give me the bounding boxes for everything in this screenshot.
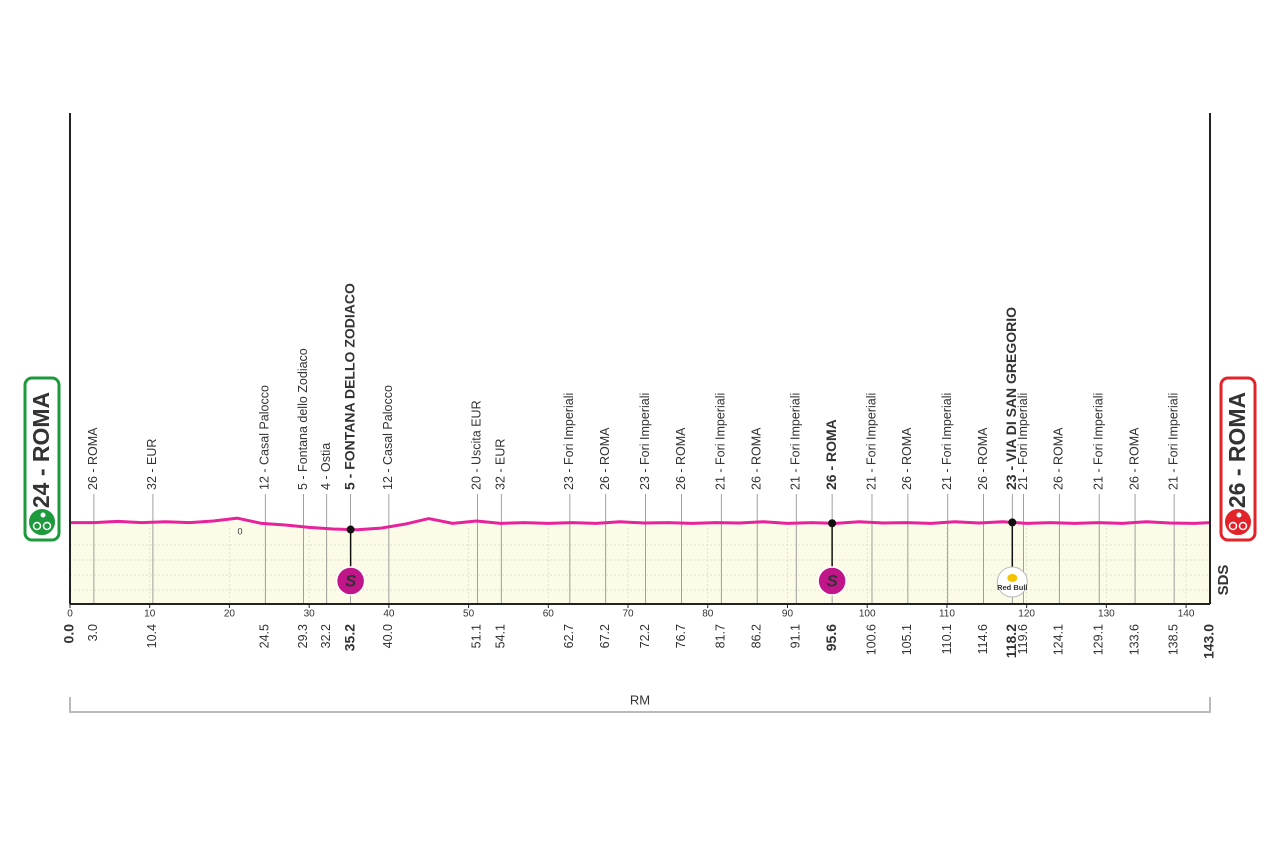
finish-icon-head [1236, 512, 1242, 518]
finish-icon-wheel [1228, 521, 1238, 531]
waypoint-label: 26 - ROMA [674, 427, 688, 490]
start-box [23, 376, 61, 542]
waypoint-km: 133.6 [1127, 624, 1141, 655]
finish-icon [1223, 507, 1253, 537]
waypoint-km: 105.1 [900, 624, 914, 655]
waypoint-km: 3.0 [86, 624, 100, 641]
waypoint-km: 114.6 [976, 624, 990, 654]
region-label: RM [630, 692, 650, 707]
waypoint-label: 32 - EUR [494, 439, 508, 490]
waypoint-label: 26 - ROMA [976, 427, 990, 490]
waypoint-label: 21 - Fori Imperiali [1091, 393, 1105, 490]
start-icon-wheel [32, 521, 42, 531]
sprint-dot [828, 519, 837, 528]
waypoint-km: 124.1 [1052, 624, 1066, 655]
waypoint-km: 119.6 [1016, 624, 1030, 654]
waypoint-km: 143.0 [1201, 624, 1217, 659]
y-tick-label: 0 [237, 527, 242, 537]
waypoint-label: 20 - Uscita EUR [470, 400, 484, 490]
x-tick-label: 130 [1098, 609, 1115, 620]
waypoint-km: 118.2 [1003, 624, 1019, 658]
finish-label: 26 - ROMA [1224, 392, 1250, 508]
waypoint-label: 32 - EUR [145, 439, 159, 490]
waypoint-km: 76.7 [674, 624, 688, 648]
start-label: 24 - ROMA [28, 392, 54, 508]
waypoint-km: 40.0 [381, 624, 395, 648]
x-tick-label: 0 [67, 609, 73, 620]
start-icon-wheel2 [42, 521, 52, 531]
waypoint-km: 0.0 [61, 624, 77, 644]
waypoint-label: 26 - ROMA [86, 427, 100, 490]
waypoint-label: 26 - ROMA [598, 427, 612, 490]
waypoint-label: 21 - Fori Imperiali [864, 393, 878, 490]
waypoint-label: 23 - VIA DI SAN GREGORIO [1003, 307, 1019, 490]
sprint-dot [346, 525, 355, 534]
waypoint-km: 95.6 [823, 624, 839, 651]
bonus-sun [1007, 574, 1018, 582]
waypoint-km: 51.1 [470, 624, 484, 648]
x-tick-label: 50 [463, 609, 475, 620]
x-tick-label: 80 [702, 609, 714, 620]
waypoint-km: 54.1 [494, 624, 508, 648]
waypoint-km: 67.2 [598, 624, 612, 648]
bonus-dot [1008, 518, 1017, 527]
x-tick-label: 10 [144, 609, 156, 620]
waypoint-label: 21 - Fori Imperiali [1016, 393, 1030, 490]
waypoint-label: 12 - Casal Palocco [258, 385, 272, 490]
waypoint-km: 81.7 [714, 624, 728, 648]
waypoint-label: 26 - ROMA [1052, 427, 1066, 490]
waypoint-label: 26 - ROMA [823, 419, 839, 490]
x-tick-label: 20 [224, 609, 236, 620]
waypoint-km: 32.2 [319, 624, 333, 648]
start-icon [27, 507, 57, 537]
x-tick-label: 140 [1178, 609, 1195, 620]
start-icon-head [40, 512, 46, 518]
waypoint-label: 5 - FONTANA DELLO ZODIACO [341, 283, 357, 490]
waypoint-km: 35.2 [341, 624, 357, 651]
waypoint-km: 29.3 [296, 624, 310, 648]
x-tick-label: 110 [939, 609, 955, 620]
waypoint-label: 21 - Fori Imperiali [789, 393, 803, 490]
waypoint-label: 26 - ROMA [749, 427, 763, 490]
profile-line [70, 516, 1211, 532]
waypoint-label: 12 - Casal Palocco [381, 385, 395, 490]
waypoint-km: 10.4 [145, 624, 159, 648]
finish-box [1219, 376, 1257, 542]
sprint-symbol: S [826, 571, 838, 590]
bonus-label: Red Bull [997, 583, 1027, 592]
waypoint-label: 23 - Fori Imperiali [562, 393, 576, 490]
x-tick-label: 120 [1018, 609, 1035, 620]
waypoint-km: 91.1 [789, 624, 803, 648]
x-tick-label: 70 [622, 609, 634, 620]
x-tick-label: 100 [859, 609, 876, 620]
sprint-icon [335, 566, 366, 596]
x-tick-label: 60 [543, 609, 555, 620]
sprint-icon [817, 566, 847, 596]
waypoint-label: 5 - Fontana dello Zodiaco [296, 348, 310, 490]
waypoint-km: 129.1 [1091, 624, 1105, 655]
waypoint-km: 100.6 [864, 624, 878, 655]
waypoint-label: 26 - ROMA [1127, 427, 1141, 490]
waypoint-km: 86.2 [749, 624, 763, 648]
waypoint-label: 26 - ROMA [900, 427, 914, 490]
waypoint-label: 21 - Fori Imperiali [940, 393, 954, 490]
finish-icon-wheel2 [1238, 521, 1248, 531]
waypoint-km: 138.5 [1166, 624, 1180, 655]
waypoint-km: 24.5 [258, 624, 272, 648]
waypoint-km: 72.2 [638, 624, 652, 648]
waypoint-label: 21 - Fori Imperiali [714, 393, 728, 490]
waypoint-label: 4 - Ostia [319, 443, 333, 490]
waypoint-km: 110.1 [940, 624, 954, 654]
logo: SDS [1215, 565, 1232, 596]
sprint-symbol: S [345, 571, 357, 590]
waypoint-km: 62.7 [562, 624, 576, 648]
x-tick-label: 40 [383, 609, 395, 620]
x-tick-label: 90 [782, 609, 794, 620]
region-bracket [69, 697, 1211, 713]
x-tick-label: 30 [304, 609, 316, 620]
waypoint-label: 21 - Fori Imperiali [1166, 393, 1180, 490]
waypoint-label: 23 - Fori Imperiali [638, 393, 652, 490]
